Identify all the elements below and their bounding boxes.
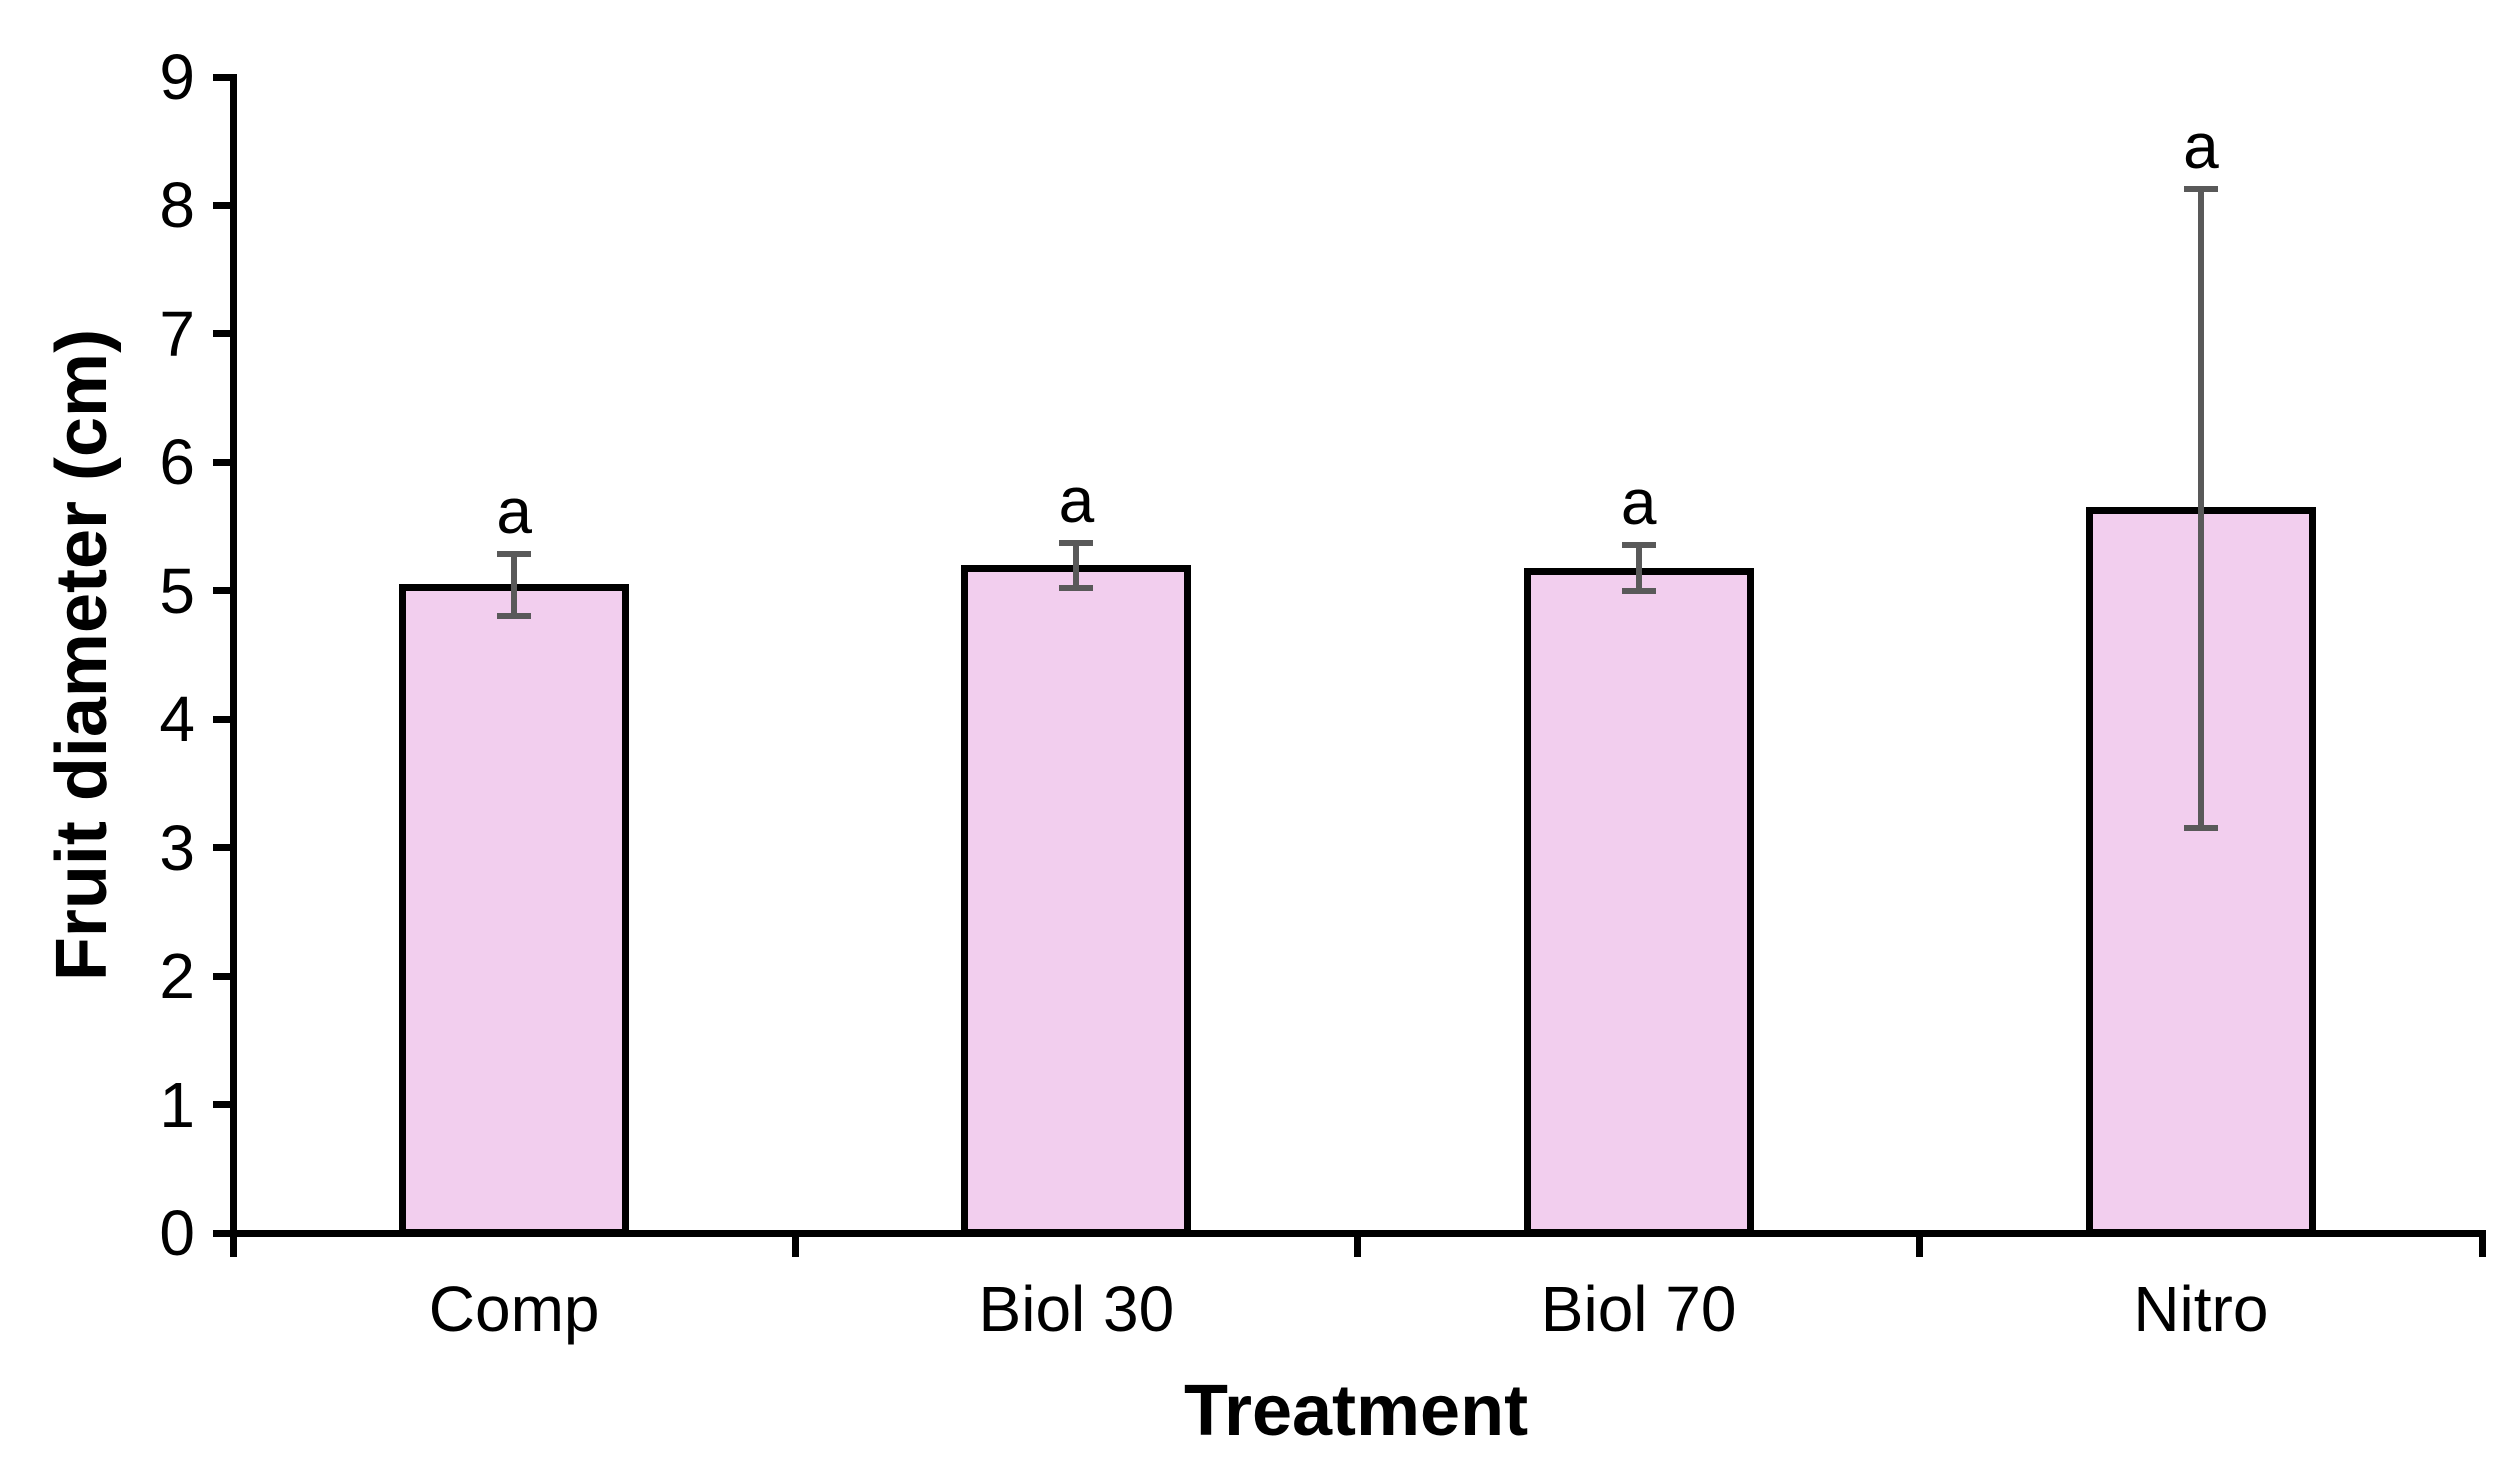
y-tick-label: 1 bbox=[159, 1068, 195, 1141]
y-tick-label: 7 bbox=[159, 297, 195, 370]
bar-comp bbox=[399, 584, 630, 1236]
significance-letter: a bbox=[496, 474, 532, 547]
x-axis-tick bbox=[1916, 1230, 1924, 1257]
x-axis-tick bbox=[2478, 1230, 2486, 1257]
y-axis-line bbox=[230, 74, 237, 1237]
x-axis-tick bbox=[229, 1230, 237, 1257]
x-tick-label: Biol 70 bbox=[1540, 1273, 1737, 1345]
significance-letter: a bbox=[1620, 465, 1657, 538]
y-tick-label: 6 bbox=[159, 426, 195, 499]
y-axis-tick bbox=[213, 458, 233, 466]
y-axis-title: Fruit diameter (cm) bbox=[42, 328, 122, 982]
y-tick-label: 0 bbox=[159, 1197, 195, 1269]
y-axis-tick bbox=[213, 201, 233, 209]
error-bar-cap-bottom bbox=[1621, 587, 1656, 594]
error-bar-line bbox=[1635, 544, 1642, 591]
bar-biol-30 bbox=[961, 565, 1192, 1236]
x-tick-label: Biol 30 bbox=[978, 1273, 1175, 1345]
y-axis-tick bbox=[213, 587, 233, 595]
significance-letter: a bbox=[1058, 464, 1095, 537]
y-tick-label: 5 bbox=[159, 554, 195, 627]
y-tick-label: 4 bbox=[159, 683, 195, 756]
error-bar-cap-bottom bbox=[1059, 585, 1094, 592]
error-bar-cap-top bbox=[497, 550, 532, 557]
error-bar-cap-bottom bbox=[497, 613, 532, 620]
error-bar-line bbox=[2197, 188, 2204, 829]
error-bar-line bbox=[1073, 543, 1080, 589]
y-tick-label: 9 bbox=[159, 41, 195, 113]
error-bar-cap-top bbox=[1059, 540, 1094, 547]
y-axis-tick bbox=[213, 1101, 233, 1109]
y-axis-tick bbox=[213, 1229, 233, 1237]
y-tick-label: 2 bbox=[159, 940, 195, 1013]
y-axis-tick bbox=[213, 715, 233, 723]
x-axis-tick bbox=[791, 1230, 799, 1257]
y-axis-tick bbox=[213, 73, 233, 81]
y-tick-label: 3 bbox=[159, 811, 195, 884]
error-bar-line bbox=[511, 553, 518, 617]
bar-biol-70 bbox=[1523, 567, 1754, 1236]
error-bar-cap-top bbox=[2183, 185, 2218, 192]
y-axis-tick bbox=[213, 972, 233, 980]
x-axis-title: Treatment bbox=[1183, 1371, 1529, 1451]
x-axis-tick bbox=[1354, 1230, 1361, 1257]
error-bar-cap-bottom bbox=[2183, 825, 2218, 832]
y-axis-tick bbox=[213, 844, 233, 852]
significance-letter: a bbox=[2183, 109, 2219, 182]
y-axis-tick bbox=[213, 330, 233, 338]
error-bar-cap-top bbox=[1621, 541, 1656, 548]
x-tick-label: Comp bbox=[428, 1273, 600, 1345]
x-tick-label: Nitro bbox=[2133, 1273, 2269, 1345]
y-tick-label: 8 bbox=[159, 169, 195, 242]
